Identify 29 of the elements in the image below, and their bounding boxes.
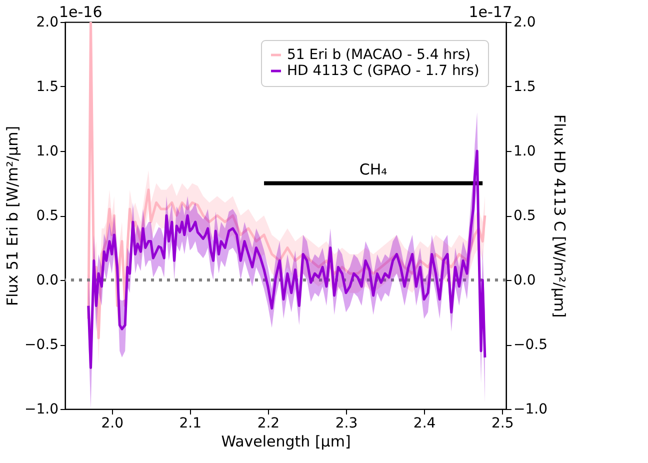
legend-label: 51 Eri b (MACAO - 5.4 hrs): [287, 47, 471, 63]
y-tick-label: −1.0: [24, 402, 58, 418]
x-tick-label: 2.4: [413, 416, 436, 432]
text: 1e-16: [59, 3, 102, 21]
y2-tick-label: 0.5: [514, 208, 536, 224]
x-tick-label: 2.5: [491, 416, 514, 432]
annotation: CH₄: [359, 160, 388, 178]
line-series: [87, 150, 486, 369]
x-axis-title: Wavelength [μm]: [221, 432, 351, 450]
y-tick-label: −0.5: [24, 337, 58, 353]
x-tick-label: 2.3: [335, 416, 358, 432]
text: 1e-17: [468, 3, 512, 21]
y2-tick-label: 1.0: [514, 144, 536, 160]
y2-tick-label: 1.5: [514, 79, 536, 95]
legend-label: HD 4113 C (GPAO - 1.7 hrs): [287, 63, 480, 79]
y-tick-label: 2.0: [36, 14, 58, 30]
y-tick-label: 0.0: [36, 272, 58, 288]
y-tick-label: 1.0: [36, 144, 58, 160]
y-tick-label: 0.5: [36, 208, 58, 224]
y2-tick-label: −1.0: [514, 402, 548, 418]
y2-tick-label: 0.0: [514, 272, 536, 288]
x-tick-label: 2.0: [101, 416, 124, 432]
y-tick-label: 1.5: [36, 79, 58, 95]
y2-axis-title: Flux HD 4113 C [W/m²/μm]: [550, 114, 568, 318]
x-tick-label: 2.2: [257, 416, 280, 432]
y2-tick-label: 2.0: [514, 14, 536, 30]
y2-tick-label: −0.5: [514, 337, 548, 353]
x-tick-label: 2.1: [179, 416, 202, 432]
y-axis-title: Flux 51 Eri b [W/m²/μm]: [4, 126, 22, 306]
